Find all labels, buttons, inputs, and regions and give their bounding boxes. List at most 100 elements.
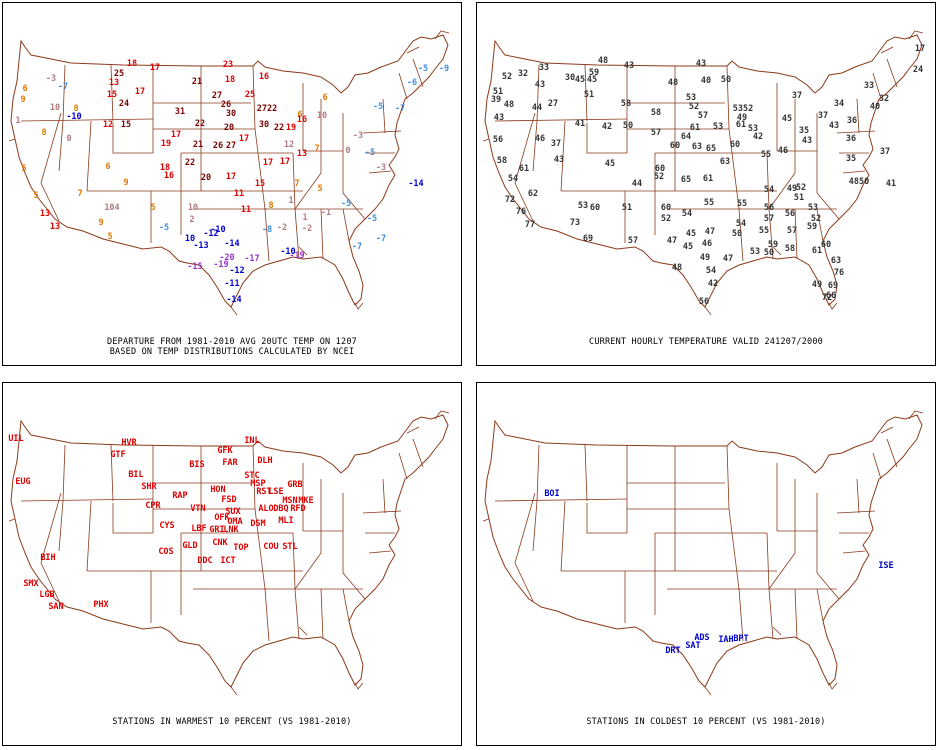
station-label: 57 bbox=[764, 214, 774, 224]
station-label: SAT bbox=[685, 641, 700, 651]
station-label: 58 bbox=[497, 156, 507, 166]
state-border bbox=[58, 120, 64, 172]
state-border bbox=[560, 120, 566, 192]
station-label: 69 bbox=[828, 281, 838, 291]
station-label: 5 bbox=[317, 184, 322, 194]
state-border bbox=[482, 518, 490, 522]
state-border bbox=[368, 550, 392, 554]
station-label: IAH bbox=[718, 635, 733, 645]
station-label: 35 bbox=[799, 126, 809, 136]
station-label: -14 bbox=[224, 239, 239, 249]
station-label: -7 bbox=[376, 234, 386, 244]
station-label: 53 bbox=[713, 122, 723, 132]
state-border bbox=[532, 500, 538, 552]
station-label: 0 bbox=[345, 146, 350, 156]
station-label: 61 bbox=[690, 123, 700, 133]
station-label: 58 bbox=[785, 244, 795, 254]
state-border bbox=[536, 64, 540, 122]
state-border bbox=[886, 438, 898, 468]
station-label: 63 bbox=[720, 157, 730, 167]
state-border bbox=[794, 208, 798, 260]
station-label: 37 bbox=[551, 139, 561, 149]
coastline bbox=[484, 414, 923, 688]
station-label: STL bbox=[282, 542, 297, 552]
station-label: 43 bbox=[696, 59, 706, 69]
station-label: 2 bbox=[189, 215, 194, 225]
state-border bbox=[816, 192, 840, 220]
station-label: 45 bbox=[605, 159, 615, 169]
state-border bbox=[828, 682, 838, 690]
station-label: EUG bbox=[15, 477, 30, 487]
station-label: -6 bbox=[407, 78, 417, 88]
state-border bbox=[342, 572, 366, 600]
station-label: CNK bbox=[212, 538, 228, 548]
station-label: 42 bbox=[708, 279, 718, 289]
station-label: 17 bbox=[135, 87, 145, 97]
station-label: -12 bbox=[203, 229, 218, 239]
map-borders bbox=[8, 410, 450, 696]
station-label: 53 bbox=[748, 124, 758, 134]
station-label: 53 bbox=[578, 201, 588, 211]
station-label: GRB bbox=[287, 480, 302, 490]
caption-coldest: STATIONS IN COLDEST 10 PERCENT (VS 1981-… bbox=[586, 717, 826, 727]
station-label: 23 bbox=[223, 60, 233, 70]
station-label: 10 bbox=[188, 203, 198, 213]
station-label: 58 bbox=[621, 99, 631, 109]
station-label: 60 bbox=[590, 203, 600, 213]
station-label: 61 bbox=[519, 164, 529, 174]
station-label: 47 bbox=[667, 236, 677, 246]
station-label: 13 bbox=[297, 149, 307, 159]
station-label: -10 bbox=[210, 225, 225, 235]
station-label: 46 bbox=[778, 146, 788, 156]
state-border bbox=[836, 130, 876, 134]
station-label: 43 bbox=[554, 155, 564, 165]
station-label: -5 bbox=[418, 64, 428, 74]
station-label: GTF bbox=[110, 450, 125, 460]
station-label: MLI bbox=[278, 516, 293, 526]
station-label: 63 bbox=[692, 142, 702, 152]
state-border bbox=[298, 246, 308, 256]
panel-coldest: BOI ISE DRT SAT ADS IAH BPT STATIONS IN COLDES… bbox=[476, 382, 936, 746]
state-border bbox=[494, 498, 628, 502]
station-label: 44 bbox=[632, 179, 642, 189]
station-label: 7 bbox=[77, 189, 82, 199]
station-label: 59 bbox=[768, 240, 778, 250]
map-borders bbox=[482, 410, 924, 696]
station-label: 61 bbox=[736, 120, 746, 130]
station-label: 46 bbox=[535, 134, 545, 144]
state-border bbox=[768, 208, 774, 260]
station-label: 48 bbox=[668, 78, 678, 88]
station-label: 52 bbox=[502, 72, 512, 82]
state-border bbox=[230, 686, 238, 696]
station-label: ISE bbox=[878, 561, 893, 571]
station-label: 25 bbox=[245, 90, 255, 100]
station-label: 52 bbox=[654, 172, 664, 182]
station-label: 9 bbox=[20, 95, 25, 105]
station-label: 59 bbox=[589, 68, 599, 78]
station-label: 45 bbox=[575, 75, 585, 85]
station-label: 26 bbox=[213, 141, 223, 151]
station-label: 12 bbox=[284, 140, 294, 150]
station-label: 17 bbox=[263, 158, 273, 168]
state-border bbox=[908, 410, 924, 420]
state-border bbox=[816, 208, 824, 242]
station-label: BOI bbox=[544, 489, 559, 499]
state-border bbox=[398, 72, 408, 100]
station-label: 5 bbox=[33, 191, 38, 201]
station-label: HVR bbox=[121, 438, 137, 448]
station-label: 55 bbox=[759, 226, 769, 236]
state-border bbox=[816, 572, 840, 600]
station-label: 57 bbox=[628, 236, 638, 246]
state-border bbox=[382, 478, 386, 514]
station-label: -10 bbox=[66, 112, 81, 122]
state-border bbox=[368, 170, 392, 174]
station-label: 48 bbox=[672, 263, 682, 273]
station-label: 9 bbox=[123, 178, 128, 188]
station-label: 5 bbox=[21, 164, 26, 174]
station-label: TOP bbox=[233, 543, 248, 553]
station-label: OFK bbox=[214, 513, 230, 523]
station-label: LGB bbox=[39, 590, 54, 600]
